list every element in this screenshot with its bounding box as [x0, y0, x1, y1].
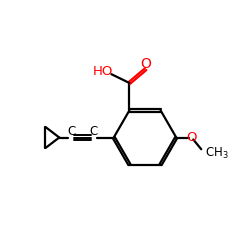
Text: CH$_3$: CH$_3$ — [206, 146, 229, 161]
Text: HO: HO — [92, 65, 113, 78]
Text: O: O — [141, 57, 152, 71]
Text: O: O — [186, 131, 196, 144]
Text: C: C — [90, 125, 98, 138]
Text: C: C — [67, 125, 75, 138]
